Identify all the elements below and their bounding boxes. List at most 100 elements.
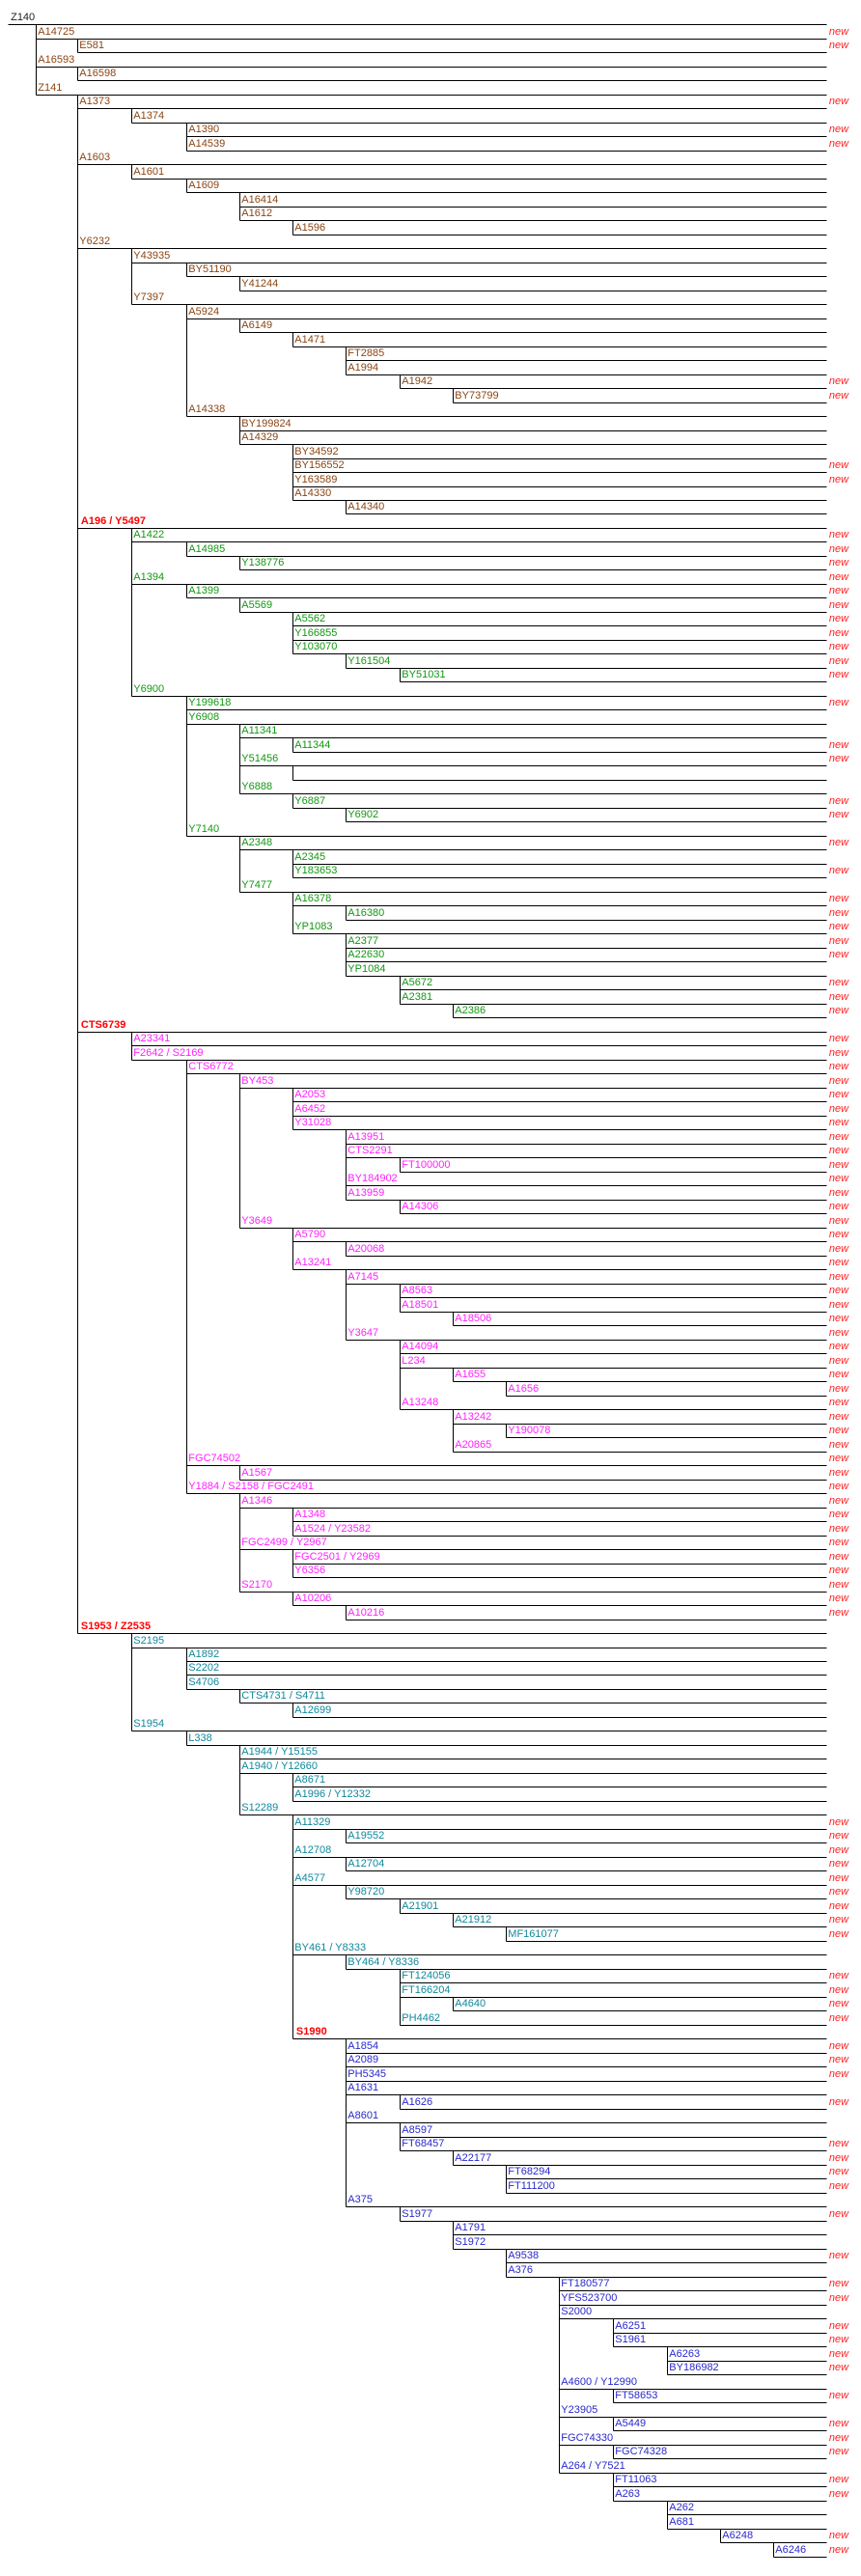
svg-text:new: new <box>829 2530 849 2541</box>
svg-text:new: new <box>829 1970 849 1981</box>
svg-text:YFS523700: YFS523700 <box>561 2292 617 2304</box>
svg-text:new: new <box>829 375 849 387</box>
svg-text:S1954: S1954 <box>133 1718 164 1730</box>
svg-text:A1374: A1374 <box>133 110 164 122</box>
svg-text:new: new <box>829 1271 849 1283</box>
svg-text:A1471: A1471 <box>294 334 325 346</box>
svg-text:new: new <box>829 2292 849 2304</box>
svg-text:A1348: A1348 <box>294 1509 325 1520</box>
svg-text:new: new <box>829 1187 849 1199</box>
svg-text:BY51190: BY51190 <box>188 263 231 275</box>
svg-text:Y6356: Y6356 <box>294 1565 325 1576</box>
svg-text:Y98720: Y98720 <box>347 1886 384 1897</box>
svg-text:A5562: A5562 <box>294 613 325 624</box>
svg-text:new: new <box>829 2166 849 2177</box>
svg-text:A12699: A12699 <box>294 1704 331 1716</box>
svg-text:E581: E581 <box>79 40 104 51</box>
svg-text:Y6900: Y6900 <box>133 683 164 695</box>
svg-text:new: new <box>829 96 849 107</box>
svg-text:A11329: A11329 <box>294 1816 330 1828</box>
svg-text:new: new <box>829 1257 849 1268</box>
svg-text:A14539: A14539 <box>188 138 225 150</box>
svg-text:A1655: A1655 <box>455 1369 486 1380</box>
svg-text:new: new <box>829 1201 849 1212</box>
svg-text:new: new <box>829 2180 849 2192</box>
svg-text:CTS6772: CTS6772 <box>188 1061 233 1072</box>
svg-text:A13241: A13241 <box>294 1257 331 1268</box>
svg-text:new: new <box>829 2068 849 2080</box>
svg-text:new: new <box>829 893 849 904</box>
svg-text:new: new <box>829 1215 849 1227</box>
svg-text:A20068: A20068 <box>347 1243 384 1255</box>
svg-text:new: new <box>829 1551 849 1563</box>
svg-text:FGC2499 / Y2967: FGC2499 / Y2967 <box>241 1537 326 1548</box>
svg-text:S1961: S1961 <box>615 2334 646 2345</box>
svg-text:new: new <box>829 2096 849 2108</box>
svg-text:new: new <box>829 991 849 1003</box>
svg-text:FT180577: FT180577 <box>561 2278 609 2289</box>
svg-text:new: new <box>829 2138 849 2149</box>
svg-text:F2642 / S2169: F2642 / S2169 <box>133 1047 203 1059</box>
svg-text:A5924: A5924 <box>188 306 219 318</box>
svg-text:S2202: S2202 <box>188 1662 219 1674</box>
svg-text:Y43935: Y43935 <box>133 250 170 262</box>
svg-text:A1524 / Y23582: A1524 / Y23582 <box>294 1523 371 1535</box>
svg-text:PH4462: PH4462 <box>402 2012 440 2024</box>
svg-text:S12289: S12289 <box>241 1802 278 1814</box>
svg-text:new: new <box>829 907 849 919</box>
svg-text:S2195: S2195 <box>133 1635 164 1647</box>
svg-text:A8671: A8671 <box>294 1774 325 1786</box>
svg-text:new: new <box>829 2446 849 2457</box>
svg-text:A1601: A1601 <box>133 166 164 178</box>
svg-text:Y161504: Y161504 <box>347 655 390 667</box>
svg-text:new: new <box>829 753 849 764</box>
svg-text:A10216: A10216 <box>347 1607 384 1619</box>
svg-text:A5672: A5672 <box>402 977 432 988</box>
svg-text:new: new <box>829 2320 849 2332</box>
svg-text:new: new <box>829 2278 849 2289</box>
svg-text:new: new <box>829 739 849 751</box>
svg-text:A1373: A1373 <box>79 96 110 107</box>
svg-text:new: new <box>829 935 849 947</box>
svg-text:new: new <box>829 138 849 150</box>
svg-text:Y163589: Y163589 <box>294 474 337 485</box>
svg-text:A4600 / Y12990: A4600 / Y12990 <box>561 2376 637 2388</box>
svg-text:A1656: A1656 <box>508 1383 539 1395</box>
svg-text:new: new <box>829 1565 849 1576</box>
svg-text:A22177: A22177 <box>455 2152 491 2164</box>
svg-text:new: new <box>829 2488 849 2500</box>
svg-text:new: new <box>829 2544 849 2556</box>
svg-text:A2377: A2377 <box>347 935 378 947</box>
svg-text:new: new <box>829 1886 849 1897</box>
svg-text:A18501: A18501 <box>402 1299 438 1311</box>
svg-text:S1972: S1972 <box>455 2236 486 2248</box>
svg-text:new: new <box>829 1495 849 1507</box>
svg-text:new: new <box>829 1383 849 1395</box>
svg-text:new: new <box>829 474 849 485</box>
svg-text:new: new <box>829 1439 849 1451</box>
svg-text:A14338: A14338 <box>188 403 225 415</box>
svg-text:new: new <box>829 1425 849 1436</box>
svg-text:YP1084: YP1084 <box>347 963 385 975</box>
svg-text:A6246: A6246 <box>775 2544 806 2556</box>
svg-text:new: new <box>829 40 849 51</box>
svg-text:new: new <box>829 124 849 135</box>
svg-text:new: new <box>829 2474 849 2485</box>
svg-text:A681: A681 <box>669 2516 694 2528</box>
svg-text:A1609: A1609 <box>188 180 219 191</box>
svg-text:new: new <box>829 1327 849 1339</box>
svg-text:FGC2501 / Y2969: FGC2501 / Y2969 <box>294 1551 379 1563</box>
svg-text:A1791: A1791 <box>455 2222 486 2233</box>
svg-text:new: new <box>829 1914 849 1925</box>
svg-text:new: new <box>829 571 849 583</box>
svg-text:A5449: A5449 <box>615 2418 646 2429</box>
svg-text:new: new <box>829 459 849 471</box>
svg-text:Y41244: Y41244 <box>241 278 278 290</box>
svg-text:FT166204: FT166204 <box>402 1984 450 1996</box>
svg-text:BY156552: BY156552 <box>294 459 344 471</box>
svg-text:A10206: A10206 <box>294 1593 331 1604</box>
svg-text:A2053: A2053 <box>294 1089 325 1100</box>
svg-text:new: new <box>829 1355 849 1367</box>
svg-text:A12708: A12708 <box>294 1844 331 1856</box>
svg-text:Y3647: Y3647 <box>347 1327 378 1339</box>
